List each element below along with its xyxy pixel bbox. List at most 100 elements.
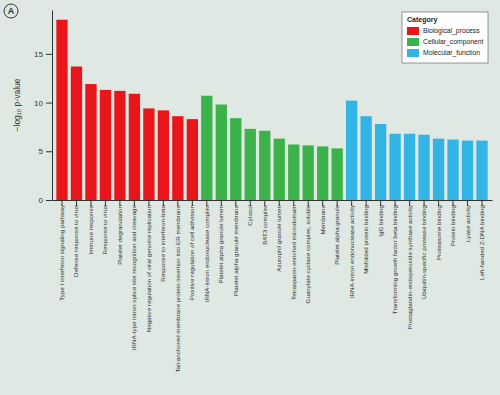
x-tick-label: Immune response bbox=[87, 204, 94, 254]
x-tick: Lyase activity bbox=[464, 200, 471, 242]
bar bbox=[114, 91, 125, 200]
legend-label: Cellular_component bbox=[423, 38, 484, 46]
bar bbox=[216, 105, 227, 200]
y-tick: 5 bbox=[39, 147, 52, 156]
x-tick: Response to interferon-beta bbox=[159, 200, 166, 282]
panel-label-circle bbox=[4, 4, 18, 18]
panel-label: A bbox=[4, 4, 18, 18]
bar bbox=[375, 124, 386, 200]
x-tick-label: IgG binding bbox=[377, 204, 384, 236]
x-axis: Type I interferon signaling pathway Defen… bbox=[53, 200, 493, 373]
y-tick-mark bbox=[46, 200, 52, 201]
x-tick-label: Prostaglandin-endoperoxide synthase acti… bbox=[406, 204, 413, 329]
legend-title: Category bbox=[407, 16, 437, 24]
y-axis-line bbox=[52, 11, 53, 201]
x-tick-label: Negative regulation of viral genome repl… bbox=[145, 204, 152, 332]
y-tick-mark bbox=[46, 103, 52, 104]
bar bbox=[418, 135, 429, 200]
bar bbox=[404, 134, 415, 200]
x-tick-label: Platelet alpha granule bbox=[333, 204, 340, 264]
bar bbox=[245, 129, 256, 200]
bar bbox=[172, 116, 183, 200]
bar bbox=[100, 90, 111, 200]
x-tick: Misfolded protein binding bbox=[362, 200, 369, 274]
legend: CategoryBiological_processCellular_compo… bbox=[402, 12, 488, 63]
bar bbox=[288, 144, 299, 200]
panel-label-text: A bbox=[8, 6, 15, 16]
bar bbox=[303, 145, 314, 200]
x-tick: Proteasome binding bbox=[435, 200, 442, 260]
x-tick: Platelet degranulation bbox=[116, 200, 123, 265]
x-tick: Tail-anchored membrane protein insertion… bbox=[174, 200, 181, 373]
y-tick-label: 5 bbox=[39, 147, 44, 156]
y-tick-label: 0 bbox=[39, 196, 44, 205]
x-tick-label: Response to interferon-beta bbox=[159, 204, 166, 281]
x-tick-label: Misfolded protein binding bbox=[362, 204, 369, 273]
x-tick-label: Left-handed Z-DNA binding bbox=[478, 204, 485, 280]
x-tick: Type I interferon signaling pathway bbox=[58, 200, 65, 301]
x-tick: Ubiquitin-specific protease binding bbox=[420, 200, 427, 299]
x-tick-label: Lyase activity bbox=[464, 204, 471, 242]
bar bbox=[360, 116, 371, 200]
bar bbox=[158, 110, 169, 200]
x-tick: IgG binding bbox=[377, 200, 384, 237]
x-tick: Platelet alpha granule bbox=[333, 200, 340, 265]
y-tick-mark bbox=[46, 54, 52, 55]
chart: 0 5 10 15 Type I interferon signaling pathwa… bbox=[0, 0, 500, 395]
y-axis-title: −log₁₀ p-value bbox=[12, 78, 22, 131]
x-tick-label: tRNA-intron endonuclease activity bbox=[348, 204, 355, 298]
x-tick-label: Defense response to virus bbox=[72, 205, 79, 277]
x-tick-label: Guanylate cyclase complex, soluble bbox=[304, 204, 311, 303]
legend-swatch bbox=[407, 38, 419, 46]
x-axis-line bbox=[53, 200, 493, 201]
x-tick: Immune response bbox=[87, 200, 94, 255]
x-tick: Cytosol bbox=[246, 200, 253, 226]
x-tick: Platelet alpha granule lumen bbox=[217, 200, 224, 283]
x-tick-label: Tail-anchored membrane protein insertion… bbox=[174, 204, 181, 372]
bar bbox=[447, 140, 458, 200]
y-axis: 0 5 10 15 bbox=[34, 11, 52, 206]
x-tick-label: Type I interferon signaling pathway bbox=[58, 204, 65, 301]
bar bbox=[433, 139, 444, 200]
x-tick-label: Azurophil granule lumen bbox=[275, 204, 282, 271]
y-tick: 10 bbox=[34, 99, 52, 108]
x-tick: Defense response to virus bbox=[72, 200, 79, 277]
x-tick: Prostaglandin-endoperoxide synthase acti… bbox=[406, 200, 413, 330]
bar bbox=[389, 134, 400, 200]
y-tick: 0 bbox=[39, 196, 52, 205]
x-tick-label: Proteasome binding bbox=[435, 204, 442, 260]
x-tick: tRNA-type intron splice site recognition… bbox=[130, 200, 137, 350]
x-tick: tRNA-intron endonuclease complex bbox=[203, 200, 210, 302]
x-tick-label: Protein binding bbox=[449, 204, 456, 246]
bar bbox=[143, 108, 154, 200]
bar bbox=[317, 146, 328, 200]
bar bbox=[274, 139, 285, 200]
x-tick-label: Ubiquitin-specific protease binding bbox=[420, 204, 427, 299]
x-tick: Transforming growth factor beta binding bbox=[391, 200, 398, 314]
x-tick-label: Platelet alpha granule membrane bbox=[232, 204, 239, 296]
x-tick-label: Response to virus bbox=[101, 205, 108, 255]
bar bbox=[462, 141, 473, 200]
y-tick-label: 15 bbox=[34, 50, 43, 59]
bar bbox=[346, 101, 357, 200]
bar bbox=[230, 118, 241, 200]
bar bbox=[56, 20, 67, 200]
legend-box bbox=[402, 12, 488, 63]
x-tick: tRNA-intron endonuclease activity bbox=[348, 200, 355, 298]
x-tick-label: Positive regulation of cell adhesion bbox=[188, 204, 195, 300]
bar bbox=[85, 84, 96, 200]
x-tick: Positive regulation of cell adhesion bbox=[188, 200, 195, 300]
x-tick: Negative regulation of viral genome repl… bbox=[145, 200, 152, 332]
legend-swatch bbox=[407, 27, 419, 35]
x-tick-label: Platelet degranulation bbox=[116, 204, 123, 264]
x-tick-label: tRNA-intron endonuclease complex bbox=[203, 204, 210, 302]
x-tick: Protein binding bbox=[449, 200, 456, 246]
legend-label: Molecular_function bbox=[423, 49, 480, 57]
x-tick: BAT3 complex bbox=[261, 200, 268, 245]
x-tick-label: Transforming growth factor beta binding bbox=[391, 204, 398, 314]
x-tick-label: Platelet alpha granule lumen bbox=[217, 204, 224, 283]
x-tick-label: Tetraspanin-enriched microdomain bbox=[290, 204, 297, 299]
y-tick: 15 bbox=[34, 50, 52, 59]
y-tick-label: 10 bbox=[34, 99, 43, 108]
x-tick-label: BAT3 complex bbox=[261, 204, 268, 245]
